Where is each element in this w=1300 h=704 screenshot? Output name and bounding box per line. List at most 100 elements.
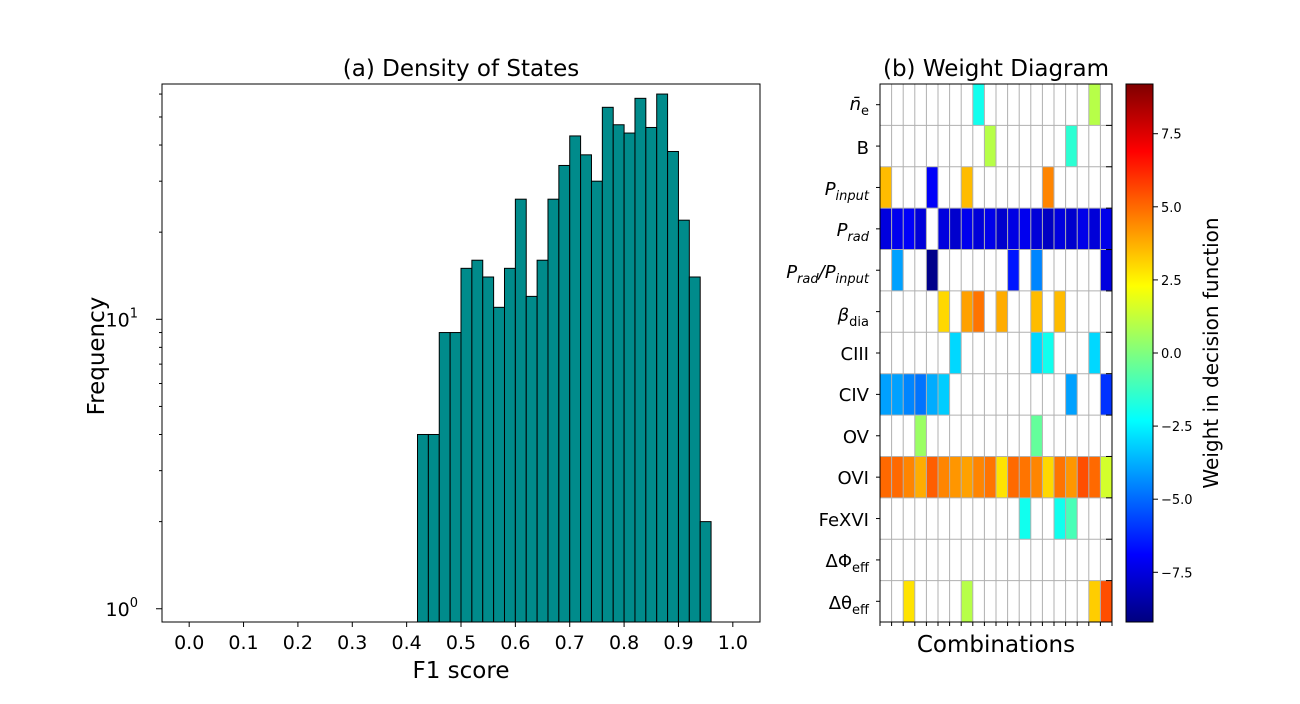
histogram-bar	[677, 219, 690, 623]
x-tick-label: 0.7	[555, 632, 585, 654]
heatmap-cell	[1077, 208, 1089, 250]
heatmap-cell	[926, 166, 938, 209]
histogram-bar	[688, 276, 701, 623]
colorbar-tick-label: −5.0	[1161, 493, 1193, 508]
heatmap-cell	[880, 166, 892, 209]
heatmap-cell	[961, 166, 973, 209]
histogram-bar	[612, 124, 625, 623]
histogram-bar	[525, 295, 538, 623]
heatmap-cell	[1088, 332, 1101, 374]
heatmap-cell	[1030, 456, 1043, 498]
row-label-ciii: CIII	[841, 344, 870, 365]
row-label-beta-dia: βdia	[837, 305, 869, 330]
heatmap-cell	[1019, 208, 1031, 250]
heatmap-panel: (b) Weight Diagram n̄e B Pinput Prad Pra…	[786, 56, 1113, 658]
histogram-bar	[427, 433, 440, 623]
heatmap-cell	[1100, 249, 1112, 291]
heatmap-cell	[903, 580, 915, 622]
colorbar-label: Weight in decision function	[1199, 217, 1223, 488]
heatmap-cell	[1100, 373, 1112, 416]
heatmap-cell	[1030, 332, 1043, 374]
heatmap-cell	[891, 208, 904, 250]
histogram-title: (a) Density of States	[343, 56, 579, 82]
heatmap-x-label: Combinations	[917, 632, 1075, 658]
heatmap-cell	[1088, 208, 1101, 250]
histogram-bar	[580, 154, 592, 623]
histogram-bar	[449, 332, 462, 623]
heatmap-cell	[1077, 456, 1089, 498]
histogram-x-ticks: 0.0 0.1 0.2 0.3 0.4 0.5 0.6 0.7 0.8 0.9 1.0	[174, 622, 748, 654]
histogram-bar	[645, 126, 658, 623]
heatmap-cell	[984, 456, 996, 498]
row-label-fexvi: FeXVI	[819, 510, 869, 531]
row-label-ovi: OVI	[838, 468, 869, 489]
heatmap-cell	[984, 208, 996, 250]
colorbar-tick-label: 2.5	[1161, 274, 1182, 289]
heatmap-cell	[1030, 415, 1043, 457]
histogram-bar	[438, 332, 451, 623]
histogram-bar	[514, 198, 527, 623]
heatmap-cell	[1042, 456, 1054, 498]
heatmap-cell	[1007, 208, 1020, 250]
row-label-ne: n̄e	[850, 94, 869, 119]
heatmap-cells	[880, 84, 1112, 622]
heatmap-ticks	[876, 104, 1113, 626]
histogram-bar	[656, 93, 669, 623]
colorbar-tick-label: 0.0	[1161, 347, 1182, 362]
histogram-bar	[634, 97, 647, 623]
heatmap-grid	[880, 84, 1112, 622]
histogram-bar	[417, 433, 429, 623]
row-label-p-input: Pinput	[825, 179, 870, 204]
heatmap-cell	[938, 373, 950, 416]
colorbar-tick-label: 5.0	[1161, 201, 1182, 216]
x-tick-label: 0.2	[283, 632, 313, 654]
heatmap-cell	[891, 373, 904, 416]
heatmap-cell	[1007, 456, 1020, 498]
x-tick-label: 0.3	[337, 632, 367, 654]
heatmap-cell	[1065, 373, 1078, 416]
heatmap-cell	[1030, 208, 1043, 250]
heatmap-cell	[891, 249, 904, 291]
heatmap-cell	[1065, 456, 1078, 498]
histogram-bar	[503, 267, 516, 623]
histogram-bar	[623, 132, 636, 623]
histogram-y-ticks: 100 101	[106, 93, 162, 621]
heatmap-cell	[1100, 456, 1112, 498]
heatmap-cell	[1054, 290, 1066, 333]
x-tick-label: 0.1	[228, 632, 258, 654]
heatmap-cell	[949, 208, 962, 250]
heatmap-cell	[961, 290, 973, 333]
heatmap-cell	[926, 456, 938, 498]
colorbar-tick-label: −7.5	[1161, 566, 1193, 581]
heatmap-cell	[903, 373, 915, 416]
histogram-bar	[482, 276, 495, 623]
heatmap-cell	[972, 208, 985, 250]
heatmap-cell	[914, 456, 927, 498]
heatmap-cell	[926, 249, 938, 291]
heatmap-cell	[903, 456, 915, 498]
heatmap-cell	[1065, 208, 1078, 250]
y-tick-label: 101	[106, 306, 138, 331]
x-tick-label: 0.4	[392, 632, 422, 654]
row-label-civ: CIV	[839, 385, 870, 406]
histogram-y-label: Frequency	[84, 297, 110, 416]
heatmap-cell	[1019, 497, 1031, 540]
x-tick-label: 0.6	[500, 632, 530, 654]
heatmap-cell	[1065, 497, 1078, 540]
colorbar-gradient	[1125, 83, 1154, 623]
heatmap-cell	[996, 208, 1008, 250]
heatmap-cell	[1054, 497, 1066, 540]
colorbar-ticks: −7.5 −5.0 −2.5 0.0 2.5 5.0 7.5	[1153, 128, 1193, 581]
heatmap-cell	[1042, 208, 1054, 250]
histogram-panel: (a) Density of States 0.0 0.1 0.2 0.3 0.4 0.5…	[84, 56, 761, 684]
heatmap-cell	[903, 208, 915, 250]
x-tick-label: 0.8	[609, 632, 639, 654]
histogram-bar	[536, 259, 549, 623]
heatmap-cell	[1030, 290, 1043, 333]
heatmap-cell	[996, 456, 1008, 498]
histogram-bar	[471, 259, 484, 623]
heatmap-cell	[984, 125, 996, 167]
heatmap-cell	[961, 580, 973, 622]
heatmap-cell	[938, 456, 950, 498]
